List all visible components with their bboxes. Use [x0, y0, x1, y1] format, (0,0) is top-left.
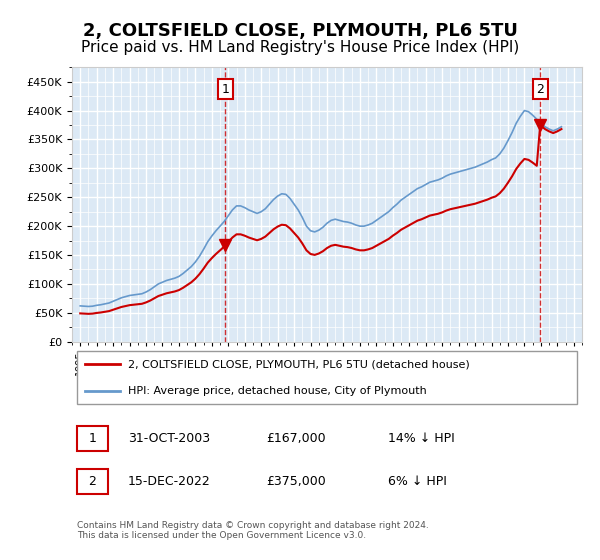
- Text: 6% ↓ HPI: 6% ↓ HPI: [388, 475, 447, 488]
- Text: HPI: Average price, detached house, City of Plymouth: HPI: Average price, detached house, City…: [128, 386, 427, 396]
- Text: 15-DEC-2022: 15-DEC-2022: [128, 475, 211, 488]
- Text: 1: 1: [88, 432, 97, 445]
- FancyBboxPatch shape: [77, 351, 577, 404]
- Text: 14% ↓ HPI: 14% ↓ HPI: [388, 432, 455, 445]
- Text: 2, COLTSFIELD CLOSE, PLYMOUTH, PL6 5TU (detached house): 2, COLTSFIELD CLOSE, PLYMOUTH, PL6 5TU (…: [128, 360, 470, 369]
- Text: 2: 2: [88, 475, 97, 488]
- FancyBboxPatch shape: [77, 469, 108, 494]
- Text: Price paid vs. HM Land Registry's House Price Index (HPI): Price paid vs. HM Land Registry's House …: [81, 40, 519, 55]
- Text: 31-OCT-2003: 31-OCT-2003: [128, 432, 210, 445]
- Text: Contains HM Land Registry data © Crown copyright and database right 2024.
This d: Contains HM Land Registry data © Crown c…: [77, 521, 429, 540]
- Text: 2, COLTSFIELD CLOSE, PLYMOUTH, PL6 5TU: 2, COLTSFIELD CLOSE, PLYMOUTH, PL6 5TU: [83, 22, 517, 40]
- Text: £167,000: £167,000: [266, 432, 325, 445]
- Text: £375,000: £375,000: [266, 475, 326, 488]
- Text: 1: 1: [221, 83, 229, 96]
- FancyBboxPatch shape: [77, 426, 108, 451]
- Text: 2: 2: [536, 83, 544, 96]
